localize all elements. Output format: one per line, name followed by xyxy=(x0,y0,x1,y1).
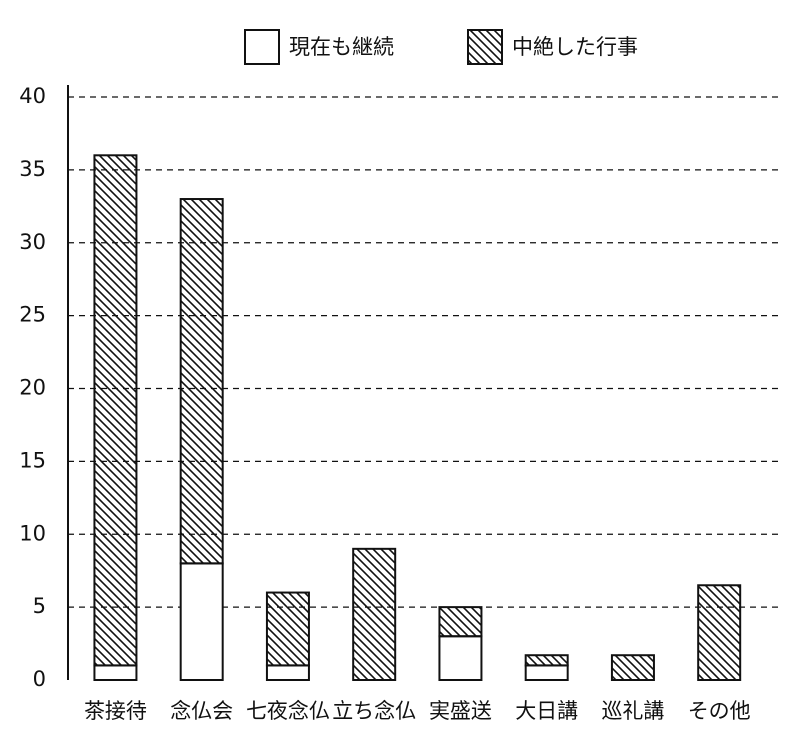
x-tick-label: 巡礼講 xyxy=(601,699,664,723)
bar-segment xyxy=(265,591,310,667)
legend-label: 中絶した行事 xyxy=(512,35,638,59)
bar-segment xyxy=(179,562,224,682)
legend-swatch xyxy=(467,29,503,65)
bar-segment xyxy=(179,198,224,565)
bar-segment xyxy=(524,654,569,667)
bar-segment xyxy=(93,664,138,681)
y-tick-label: 5 xyxy=(33,594,46,618)
bar-segment xyxy=(438,606,483,638)
y-tick-label: 20 xyxy=(19,376,46,400)
y-tick-label: 30 xyxy=(19,230,46,254)
bar-segment xyxy=(524,664,569,681)
y-tick-label: 35 xyxy=(19,157,46,181)
legend-label: 現在も継続 xyxy=(289,35,394,59)
bar-segment xyxy=(352,547,397,682)
y-tick-label: 15 xyxy=(19,448,46,472)
x-tick-label: 茶接待 xyxy=(84,699,147,723)
y-tick-label: 10 xyxy=(19,521,46,545)
x-tick-label: 大日講 xyxy=(515,699,578,723)
y-tick-label: 25 xyxy=(19,303,46,327)
x-tick-label: 立ち念仏 xyxy=(332,699,416,723)
y-tick-label: 40 xyxy=(19,84,46,108)
y-tick-label: 0 xyxy=(33,667,46,691)
bar-segment xyxy=(93,154,138,667)
bar-segment xyxy=(697,584,742,682)
x-tick-label: 念仏会 xyxy=(170,699,233,723)
legend-swatch xyxy=(244,29,280,65)
x-tick-label: その他 xyxy=(688,699,751,723)
x-tick-label: 実盛送 xyxy=(429,699,492,723)
bar-segment xyxy=(438,635,483,682)
bar-segment xyxy=(265,664,310,681)
bar-segment xyxy=(610,654,655,681)
x-tick-label: 七夜念仏 xyxy=(246,699,330,723)
